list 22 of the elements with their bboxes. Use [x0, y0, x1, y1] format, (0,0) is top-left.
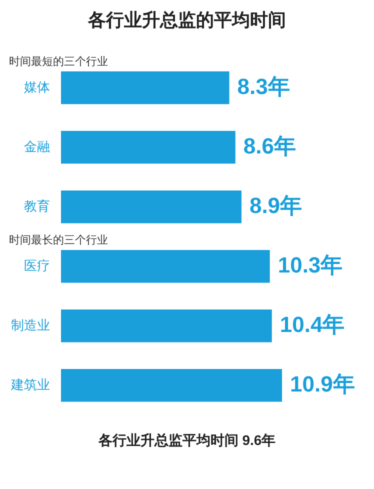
y-tick-label: 金融 — [24, 138, 50, 154]
data-label: 8.6年 — [243, 133, 296, 158]
data-label: 10.4年 — [280, 312, 345, 337]
bar — [61, 250, 270, 283]
y-tick-label: 制造业 — [11, 317, 50, 332]
data-label: 8.3年 — [237, 74, 290, 99]
data-label: 10.3年 — [278, 252, 343, 278]
y-tick-label: 建筑业 — [10, 377, 50, 392]
y-tick-label: 教育 — [24, 198, 50, 214]
bar — [61, 310, 272, 342]
chart-title: 各行业升总监的平均时间 — [86, 9, 287, 32]
data-label: 8.9年 — [249, 192, 302, 218]
bar — [61, 190, 242, 224]
bar — [61, 130, 236, 164]
y-tick-label: 医疗 — [24, 258, 50, 273]
bar — [61, 71, 230, 104]
annotation: 时间最长的三个行业 — [9, 233, 108, 246]
bar — [61, 369, 282, 402]
data-label: 10.9年 — [290, 371, 355, 396]
y-tick-label: 媒体 — [24, 79, 50, 94]
text: 各行业升总监平均时间 9.6年 — [97, 432, 277, 450]
annotation: 时间最短的三个行业 — [9, 54, 108, 68]
